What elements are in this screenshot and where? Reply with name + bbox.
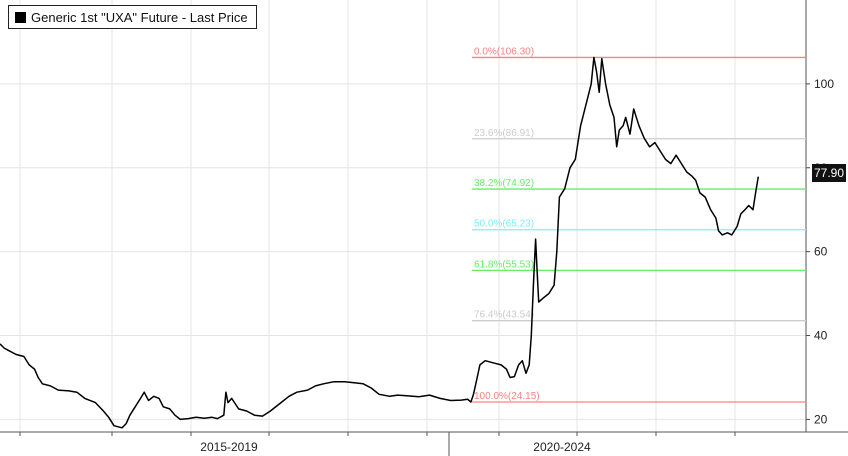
fib-level-label-5: 76.4%(43.54) [474,310,534,321]
period-label-0: 2015-2019 [200,440,258,454]
period-label-1: 2020-2024 [533,440,591,454]
y-tick-label-1: 40 [814,329,828,343]
fib-level-label-2: 38.2%(74.92) [474,178,534,189]
price-series-line-0 [0,56,760,429]
fib-level-label-1: 23.6%(86.91) [474,128,534,139]
fib-level-label-6: 100.0%(24.15) [474,391,540,402]
fib-level-label-4: 61.8%(55.53) [474,259,534,270]
y-tick-label-0: 20 [814,412,828,426]
last-price-label: 77.90 [812,164,846,182]
fib-level-label-0: 0.0%(106.30) [474,46,534,57]
y-tick-label-4: 100 [814,77,834,91]
legend: Generic 1st "UXA" Future - Last Price [8,5,257,29]
y-tick-label-2: 60 [814,245,828,259]
legend-swatch [15,11,26,23]
fib-level-label-3: 50.0%(65.23) [474,219,534,230]
legend-label: Generic 1st "UXA" Future - Last Price [31,9,248,25]
